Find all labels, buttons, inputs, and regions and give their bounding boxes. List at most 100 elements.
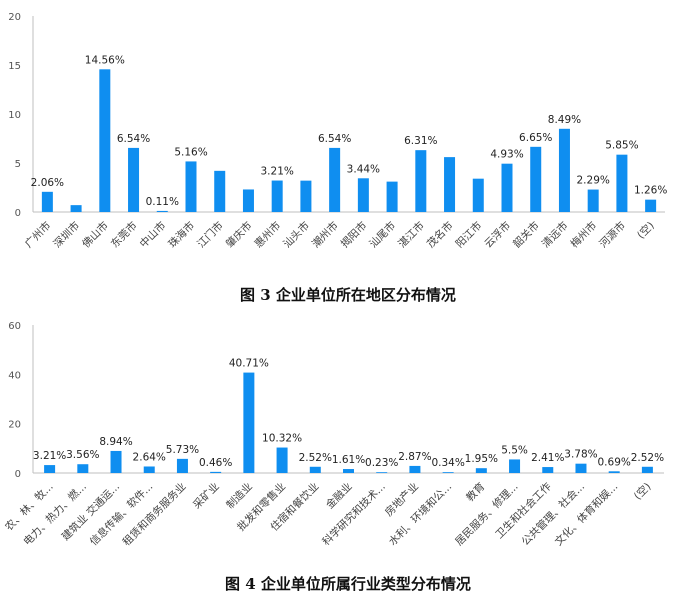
data-label: 14.56% [85, 54, 125, 66]
bar [70, 205, 82, 212]
data-label: 6.31% [404, 135, 437, 147]
bar [357, 178, 369, 212]
y-tick-label: 20 [8, 420, 21, 431]
data-label: 0.34% [431, 457, 464, 469]
y-tick-label: 15 [8, 61, 21, 72]
data-label: 5.5% [501, 444, 528, 456]
x-category-label: 建筑业 交通运... [59, 480, 122, 543]
bar [472, 178, 484, 212]
bar [641, 466, 653, 473]
bar [616, 154, 628, 212]
data-label: 1.95% [465, 453, 498, 465]
x-category-label: 信息传输、软件... [87, 480, 155, 548]
data-label: 3.44% [347, 163, 380, 175]
x-category-label: 清远市 [539, 219, 570, 250]
bar [509, 459, 521, 473]
data-label: 3.21% [33, 450, 66, 462]
bar [309, 466, 321, 473]
chart2-caption: 图 4 企业单位所属行业类型分布情况 [225, 575, 471, 593]
chart1-caption: 图 3 企业单位所在地区分布情况 [240, 286, 456, 304]
bar [77, 464, 89, 473]
data-label: 5.73% [166, 444, 199, 456]
x-category-label: 深圳市 [51, 219, 82, 250]
x-category-label: 制造业 [224, 480, 255, 511]
data-label: 5.85% [605, 140, 638, 152]
bar [329, 147, 341, 212]
x-category-label: 水利、环境和公... [386, 480, 454, 548]
data-label: 6.54% [318, 133, 351, 145]
data-label: 3.56% [66, 449, 99, 461]
bar [276, 447, 288, 473]
bar [558, 128, 570, 212]
bar [608, 471, 620, 473]
x-category-label: 茂名市 [424, 219, 455, 250]
bar [300, 180, 312, 212]
bar [542, 467, 554, 473]
bar [415, 150, 427, 212]
x-category-label: 采矿业 [190, 480, 221, 511]
y-tick-label: 10 [8, 110, 21, 121]
bar [444, 157, 456, 212]
bar [176, 458, 188, 473]
x-category-label: 揭阳市 [338, 219, 369, 250]
x-category-label: 汕尾市 [367, 219, 398, 250]
bar [210, 471, 222, 473]
y-tick-label: 60 [8, 321, 21, 332]
data-label: 2.41% [531, 452, 564, 464]
data-label: 3.78% [564, 449, 597, 461]
data-label: 3.21% [261, 166, 294, 178]
bar [41, 191, 53, 212]
y-tick-label: 20 [8, 12, 21, 23]
bar [242, 189, 254, 212]
bar [185, 161, 197, 212]
bar [409, 465, 421, 473]
x-category-label: 公共管理、社会... [519, 480, 587, 548]
x-category-label: (空) [631, 480, 653, 502]
y-tick-label: 5 [15, 159, 21, 170]
data-label: 2.06% [31, 177, 64, 189]
x-category-label: 居民服务、修理... [452, 480, 520, 548]
x-category-label: 科学研究和技术... [320, 480, 388, 548]
x-category-label: 河源市 [597, 219, 628, 250]
x-category-label: 梅州市 [568, 219, 599, 250]
x-category-label: 广州市 [22, 219, 53, 250]
x-category-label: 珠海市 [166, 219, 197, 250]
bar [128, 147, 140, 212]
bar [156, 210, 168, 212]
x-category-label: 惠州市 [252, 219, 283, 250]
x-category-label: 汕头市 [281, 219, 312, 250]
x-category-label: 金融业 [323, 480, 354, 511]
x-category-label: (空) [634, 219, 656, 241]
bar [44, 465, 56, 473]
x-category-label: 文化、体育和娱... [552, 480, 620, 548]
data-label: 8.49% [548, 114, 581, 126]
data-label: 0.69% [598, 456, 631, 468]
bar [575, 463, 587, 473]
x-category-label: 佛山市 [79, 219, 110, 250]
bar [214, 170, 226, 212]
bar [271, 180, 283, 212]
y-tick-label: 0 [15, 208, 21, 219]
x-category-label: 肇庆市 [223, 219, 254, 250]
bar [386, 181, 398, 212]
x-category-label: 湛江市 [395, 219, 426, 250]
x-category-label: 云浮市 [482, 219, 513, 250]
data-label: 0.23% [365, 457, 398, 469]
bar [143, 466, 155, 473]
industry-bar-chart: 02040603.21%农、林、牧...3.56%电力、热力、燃...8.94%… [2, 321, 664, 549]
x-category-label: 教育 [463, 480, 487, 504]
data-label: 5.16% [174, 146, 207, 158]
y-tick-label: 0 [15, 469, 21, 480]
x-category-label: 阳江市 [453, 219, 484, 250]
bar [530, 146, 542, 212]
data-label: 0.11% [146, 196, 179, 208]
bar [587, 189, 599, 212]
data-label: 8.94% [99, 436, 132, 448]
data-label: 6.54% [117, 133, 150, 145]
bar [110, 450, 122, 473]
data-label: 2.64% [133, 451, 166, 463]
x-category-label: 中山市 [137, 219, 168, 250]
data-label: 4.93% [490, 149, 523, 161]
bar [475, 468, 487, 473]
